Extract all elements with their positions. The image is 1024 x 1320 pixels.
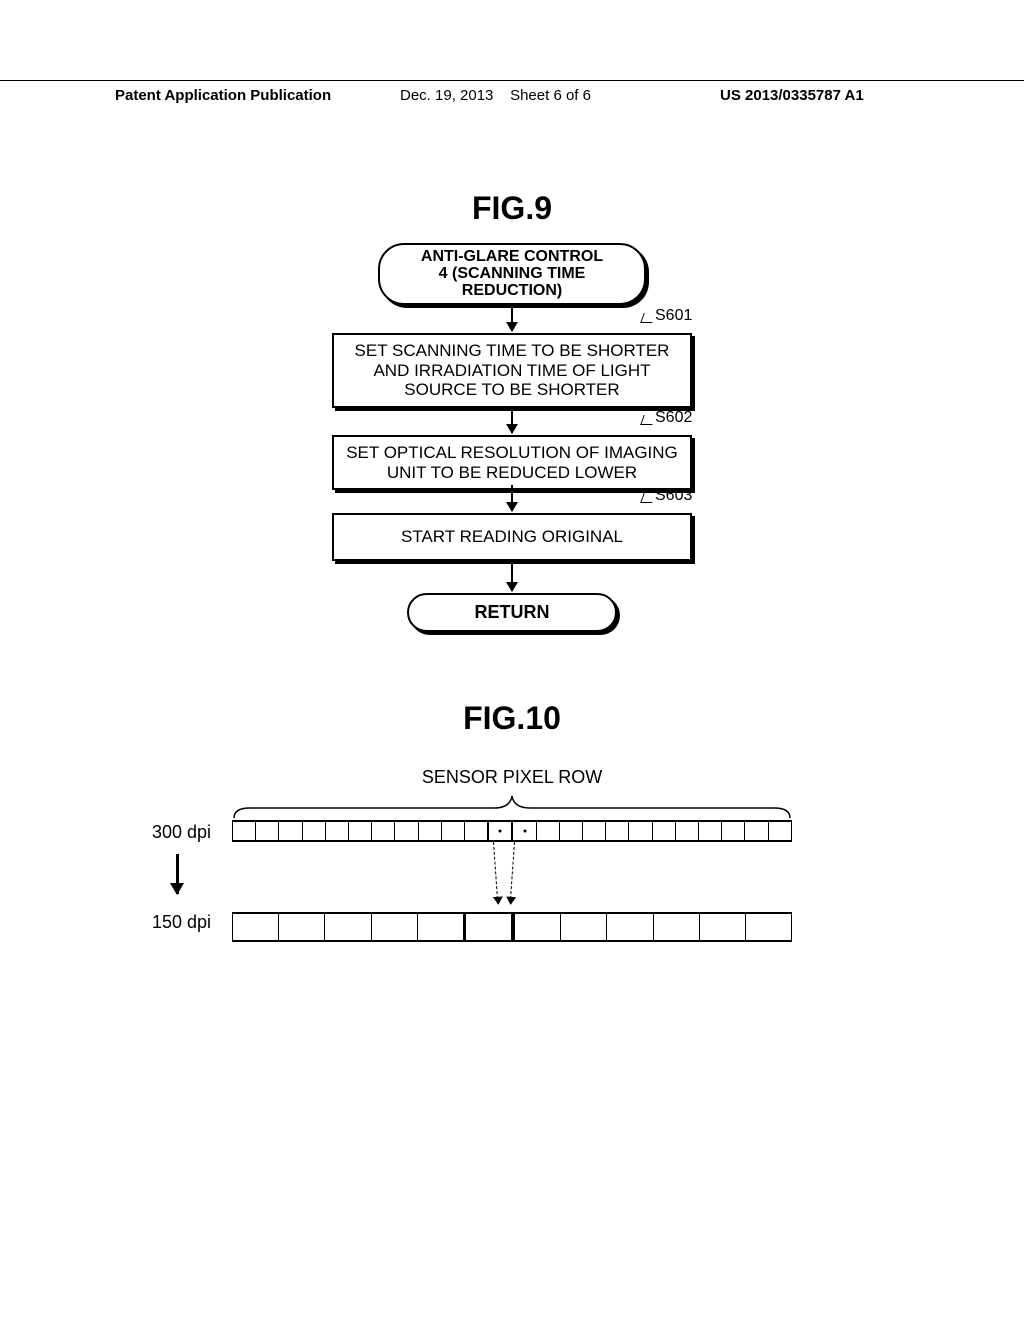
fig9-title: FIG.9 xyxy=(0,190,1024,227)
header-sheet: Sheet 6 of 6 xyxy=(510,87,591,104)
pixel-cell xyxy=(675,822,698,840)
fig9-step-1-text: SET SCANNING TIME TO BE SHORTER AND IRRA… xyxy=(344,341,680,400)
fig9-step-3: START READING ORIGINAL xyxy=(332,513,692,561)
pixel-cell xyxy=(605,822,628,840)
pixel-cell xyxy=(560,914,606,940)
pixel-cell xyxy=(582,822,605,840)
pixel-cell xyxy=(652,822,675,840)
pixel-cell xyxy=(325,822,348,840)
step-label-1: S601 xyxy=(655,307,692,325)
map-dash-right xyxy=(510,842,515,904)
pixel-cell xyxy=(324,914,370,940)
pixel-cell xyxy=(348,822,371,840)
fig9-start-terminator: ANTI-GLARE CONTROL 4 (SCANNING TIME REDU… xyxy=(378,243,646,305)
pixel-cell xyxy=(699,914,745,940)
dpi-top: 300 dpi xyxy=(152,822,211,843)
step-label-3: S603 xyxy=(655,487,692,505)
pixel-cell xyxy=(232,822,255,840)
figure-10: FIG.10 SENSOR PIXEL ROW 300 dpi 150 dpi xyxy=(0,700,1024,970)
step-tick-2 xyxy=(640,415,656,425)
pixel-cell xyxy=(559,822,582,840)
pixel-dot xyxy=(523,830,526,833)
pixel-cell xyxy=(441,822,464,840)
page-header: Patent Application Publication Dec. 19, … xyxy=(0,80,1024,84)
pixel-cell xyxy=(768,822,792,840)
pixel-cell xyxy=(464,822,487,840)
pixel-cell xyxy=(511,822,535,840)
arrow-2 xyxy=(511,407,513,433)
fig9-return-text: RETURN xyxy=(417,603,607,622)
pixel-cell xyxy=(278,914,324,940)
pixel-cell xyxy=(463,914,514,940)
dpi-bottom: 150 dpi xyxy=(152,912,211,933)
fig9-step-2: SET OPTICAL RESOLUTION OF IMAGING UNIT T… xyxy=(332,435,692,490)
pixel-cell xyxy=(232,914,278,940)
pixel-cell xyxy=(394,822,417,840)
pixel-cell xyxy=(606,914,652,940)
figure-9: FIG.9 ANTI-GLARE CONTROL 4 (SCANNING TIM… xyxy=(0,190,1024,723)
header-pubno: US 2013/0335787 A1 xyxy=(720,87,864,104)
pixel-dot xyxy=(499,830,502,833)
pixel-cell xyxy=(653,914,699,940)
pixel-cell xyxy=(278,822,301,840)
brace xyxy=(232,794,792,820)
dpi-arrow xyxy=(176,854,179,894)
pixel-cell xyxy=(302,822,325,840)
arrow-1 xyxy=(511,305,513,331)
header-left: Patent Application Publication xyxy=(115,87,331,104)
step-tick-1 xyxy=(640,313,656,323)
pixel-row-150dpi xyxy=(232,912,792,942)
step-label-2: S602 xyxy=(655,409,692,427)
fig9-step-2-text: SET OPTICAL RESOLUTION OF IMAGING UNIT T… xyxy=(344,443,680,482)
fig9-start-text: ANTI-GLARE CONTROL 4 (SCANNING TIME REDU… xyxy=(388,249,636,299)
pixel-cell xyxy=(721,822,744,840)
pixel-cell xyxy=(536,822,559,840)
fig9-return-terminator: RETURN xyxy=(407,593,617,632)
arrow-4 xyxy=(511,561,513,591)
fig9-step-3-text: START READING ORIGINAL xyxy=(344,527,680,547)
pixel-cell xyxy=(514,914,560,940)
pixel-cell xyxy=(745,914,792,940)
pixel-cell xyxy=(744,822,767,840)
header-mid: Dec. 19, 2013 Sheet 6 of 6 xyxy=(400,87,591,104)
pixel-cell xyxy=(255,822,278,840)
pixel-cell xyxy=(371,822,394,840)
fig10-sensor-label: SENSOR PIXEL ROW xyxy=(0,767,1024,788)
pixel-cell xyxy=(628,822,651,840)
pixel-cell xyxy=(371,914,417,940)
fig10-title: FIG.10 xyxy=(0,700,1024,737)
step-tick-3 xyxy=(640,493,656,503)
arrow-3 xyxy=(511,485,513,511)
pixel-cell xyxy=(418,822,441,840)
pixel-cell xyxy=(487,822,511,840)
header-date: Dec. 19, 2013 xyxy=(400,87,493,104)
pixel-cell xyxy=(417,914,463,940)
brace-svg xyxy=(232,794,792,820)
pixel-cell xyxy=(698,822,721,840)
fig9-step-1: SET SCANNING TIME TO BE SHORTER AND IRRA… xyxy=(332,333,692,408)
map-dash-left xyxy=(493,842,498,904)
pixel-row-300dpi xyxy=(232,820,792,842)
